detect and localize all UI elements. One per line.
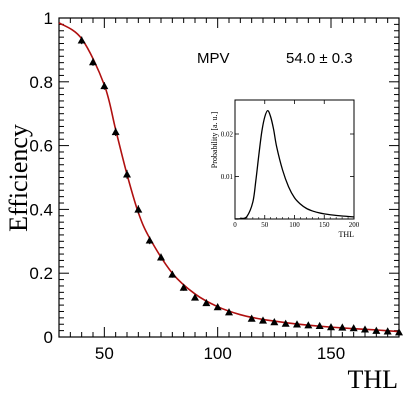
inset-probability-curve <box>234 109 355 220</box>
inset-x-tick-label: 200 <box>349 221 360 229</box>
data-point <box>383 327 392 335</box>
inset-x-tick-label: 100 <box>289 221 300 229</box>
inset-plot: 0 50 100 150 200 0.01 0.02 Probability [a. u.]… <box>210 99 360 239</box>
data-point <box>202 298 211 307</box>
y-tick-label: 0 <box>44 328 53 347</box>
data-point <box>145 236 154 244</box>
inset-y-tick-label: 0.02 <box>221 131 234 139</box>
x-axis-title: THL <box>347 365 398 394</box>
data-point <box>134 205 143 213</box>
inset-x-tick-label: 150 <box>319 221 330 229</box>
data-point <box>191 293 199 301</box>
data-point <box>111 127 120 136</box>
data-point <box>361 325 369 333</box>
data-point <box>349 324 358 332</box>
data-point <box>179 283 188 291</box>
data-point <box>100 81 109 90</box>
data-point <box>123 170 131 178</box>
mpv-label: MPV <box>197 50 230 67</box>
data-points-layer <box>77 36 403 336</box>
y-tick-label: 0.2 <box>29 264 53 283</box>
data-point <box>247 314 256 322</box>
data-point <box>327 323 335 331</box>
data-point <box>259 316 267 324</box>
data-point <box>89 58 97 66</box>
data-point <box>225 308 233 316</box>
data-point <box>281 319 290 327</box>
data-point <box>315 321 324 330</box>
y-tick-label: 1 <box>44 9 53 28</box>
data-point <box>338 323 347 331</box>
data-point <box>270 318 279 326</box>
y-axis-title: Efficiency <box>4 124 33 232</box>
main-ticks: 50 100 150 0 0.2 0.4 0.6 0.8 1 <box>29 9 400 363</box>
x-tick-label: 100 <box>203 344 231 363</box>
mpv-value: 54.0 ± 0.3 <box>286 50 353 67</box>
data-point <box>77 36 86 44</box>
x-tick-label: 150 <box>317 344 345 363</box>
inset-y-tick-label: 0.01 <box>221 173 234 181</box>
inset-frame <box>234 99 355 220</box>
inset-x-tick-label: 50 <box>261 221 269 229</box>
y-tick-label: 0.4 <box>29 200 53 219</box>
inset-x-axis-title: THL <box>338 230 354 239</box>
data-point <box>168 270 177 278</box>
data-point <box>372 326 381 334</box>
data-point <box>293 320 301 328</box>
data-point <box>213 303 222 311</box>
y-tick-label: 0.8 <box>29 73 53 92</box>
x-tick-label: 50 <box>95 344 114 363</box>
y-tick-label: 0.6 <box>29 137 53 156</box>
inset-x-tick-label: 0 <box>233 221 237 229</box>
data-point <box>157 253 165 261</box>
data-point <box>395 328 403 336</box>
inset-y-axis-title: Probability [a. u.] <box>210 111 219 168</box>
data-point <box>304 321 313 329</box>
